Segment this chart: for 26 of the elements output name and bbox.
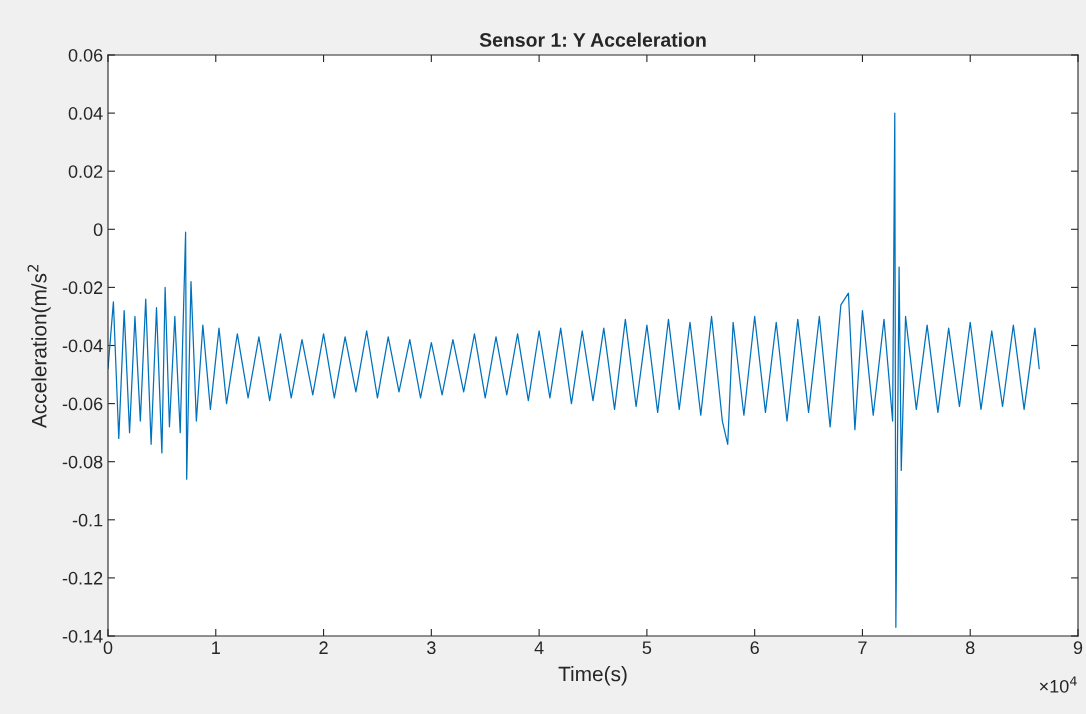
x-tick-label: 1 <box>212 641 220 654</box>
x-tick-label: 0 <box>103 641 113 655</box>
y-axis-title: Acceleration(m/s$^{2}$ <box>27 264 51 429</box>
y-tick-label: -0.08 <box>62 455 103 469</box>
x-tick-label: 7 <box>858 641 867 654</box>
x-tick-label: 6 <box>750 641 759 655</box>
x-tick-label: 3 <box>427 641 436 655</box>
y-tick-label: 0.06 <box>68 48 103 62</box>
y-tick-label: 0.04 <box>68 107 103 120</box>
y-tick-label: -0.1 <box>72 513 103 527</box>
y-tick-label: -0.12 <box>62 571 103 585</box>
chart-title: Sensor 1: Y Acceleration <box>479 32 706 47</box>
line-series <box>108 112 1040 628</box>
text: ×10$^{4}$ <box>1039 676 1077 693</box>
y-tick-label: 0.02 <box>68 165 103 178</box>
y-tick-label: -0.02 <box>62 281 103 295</box>
x-axis-title: Time(s) <box>558 666 627 686</box>
y-tick-label: -0.14 <box>62 629 103 643</box>
x-tick-label: 8 <box>965 641 975 655</box>
y-tick-label: -0.06 <box>62 397 103 411</box>
y-tick-label: 0 <box>93 223 103 237</box>
x-tick-label: 4 <box>534 641 544 654</box>
x-tick-label: 2 <box>319 641 328 654</box>
x-tick-label: 9 <box>1073 641 1083 655</box>
x-tick-label: 5 <box>642 641 652 655</box>
y-tick-label: -0.04 <box>62 339 103 353</box>
